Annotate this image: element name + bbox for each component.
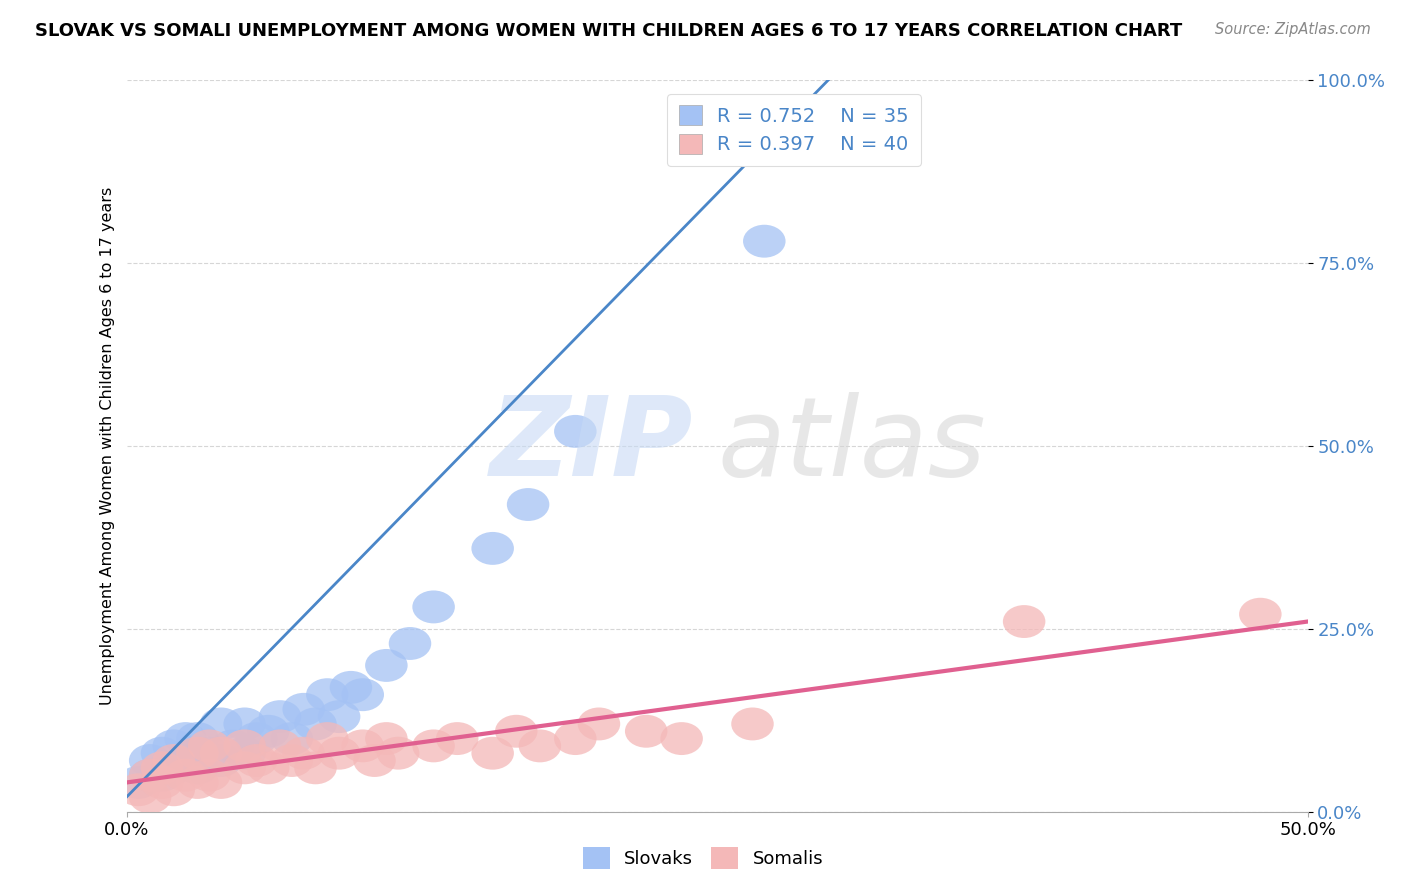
Ellipse shape [129,759,172,791]
Ellipse shape [224,707,266,740]
Ellipse shape [283,737,325,770]
Ellipse shape [270,744,314,777]
Ellipse shape [235,723,278,755]
Text: atlas: atlas [717,392,986,500]
Ellipse shape [318,700,360,733]
Ellipse shape [270,723,314,755]
Text: SLOVAK VS SOMALI UNEMPLOYMENT AMONG WOMEN WITH CHILDREN AGES 6 TO 17 YEARS CORRE: SLOVAK VS SOMALI UNEMPLOYMENT AMONG WOME… [35,22,1182,40]
Ellipse shape [259,700,301,733]
Ellipse shape [165,723,207,755]
Ellipse shape [742,225,786,258]
Ellipse shape [342,730,384,763]
Ellipse shape [814,122,856,155]
Ellipse shape [1239,598,1282,631]
Ellipse shape [117,766,160,799]
Ellipse shape [366,649,408,681]
Ellipse shape [294,707,337,740]
Ellipse shape [554,723,596,755]
Ellipse shape [152,751,195,784]
Ellipse shape [412,591,456,624]
Ellipse shape [200,744,242,777]
Ellipse shape [436,723,478,755]
Ellipse shape [188,737,231,770]
Ellipse shape [307,723,349,755]
Ellipse shape [353,744,396,777]
Ellipse shape [259,730,301,763]
Ellipse shape [283,693,325,726]
Ellipse shape [318,737,360,770]
Ellipse shape [129,759,172,791]
Ellipse shape [329,671,373,704]
Ellipse shape [471,532,515,565]
Ellipse shape [661,723,703,755]
Ellipse shape [495,714,537,747]
Ellipse shape [141,766,183,799]
Ellipse shape [294,751,337,784]
Ellipse shape [307,678,349,711]
Text: Source: ZipAtlas.com: Source: ZipAtlas.com [1215,22,1371,37]
Ellipse shape [224,737,266,770]
Ellipse shape [377,737,419,770]
Ellipse shape [224,751,266,784]
Ellipse shape [247,751,290,784]
Ellipse shape [578,707,620,740]
Ellipse shape [471,737,515,770]
Ellipse shape [117,773,160,806]
Ellipse shape [200,737,242,770]
Ellipse shape [366,723,408,755]
Ellipse shape [211,730,254,763]
Legend: R = 0.752    N = 35, R = 0.397    N = 40: R = 0.752 N = 35, R = 0.397 N = 40 [666,94,921,166]
Ellipse shape [129,780,172,814]
Ellipse shape [200,707,242,740]
Ellipse shape [188,759,231,791]
Ellipse shape [506,488,550,521]
Ellipse shape [165,744,207,777]
Legend: Slovaks, Somalis: Slovaks, Somalis [574,838,832,879]
Ellipse shape [554,415,596,448]
Ellipse shape [624,714,668,747]
Ellipse shape [152,730,195,763]
Ellipse shape [176,766,219,799]
Ellipse shape [200,766,242,799]
Ellipse shape [188,730,231,763]
Ellipse shape [176,737,219,770]
Ellipse shape [141,737,183,770]
Ellipse shape [224,730,266,763]
Ellipse shape [152,744,195,777]
Ellipse shape [412,730,456,763]
Ellipse shape [141,759,183,791]
Ellipse shape [176,723,219,755]
Ellipse shape [1002,605,1046,638]
Ellipse shape [165,759,207,791]
Ellipse shape [519,730,561,763]
Ellipse shape [152,773,195,806]
Ellipse shape [388,627,432,660]
Ellipse shape [235,744,278,777]
Ellipse shape [129,744,172,777]
Y-axis label: Unemployment Among Women with Children Ages 6 to 17 years: Unemployment Among Women with Children A… [100,187,115,705]
Ellipse shape [141,751,183,784]
Ellipse shape [731,707,773,740]
Ellipse shape [247,714,290,747]
Ellipse shape [342,678,384,711]
Ellipse shape [176,751,219,784]
Text: ZIP: ZIP [489,392,693,500]
